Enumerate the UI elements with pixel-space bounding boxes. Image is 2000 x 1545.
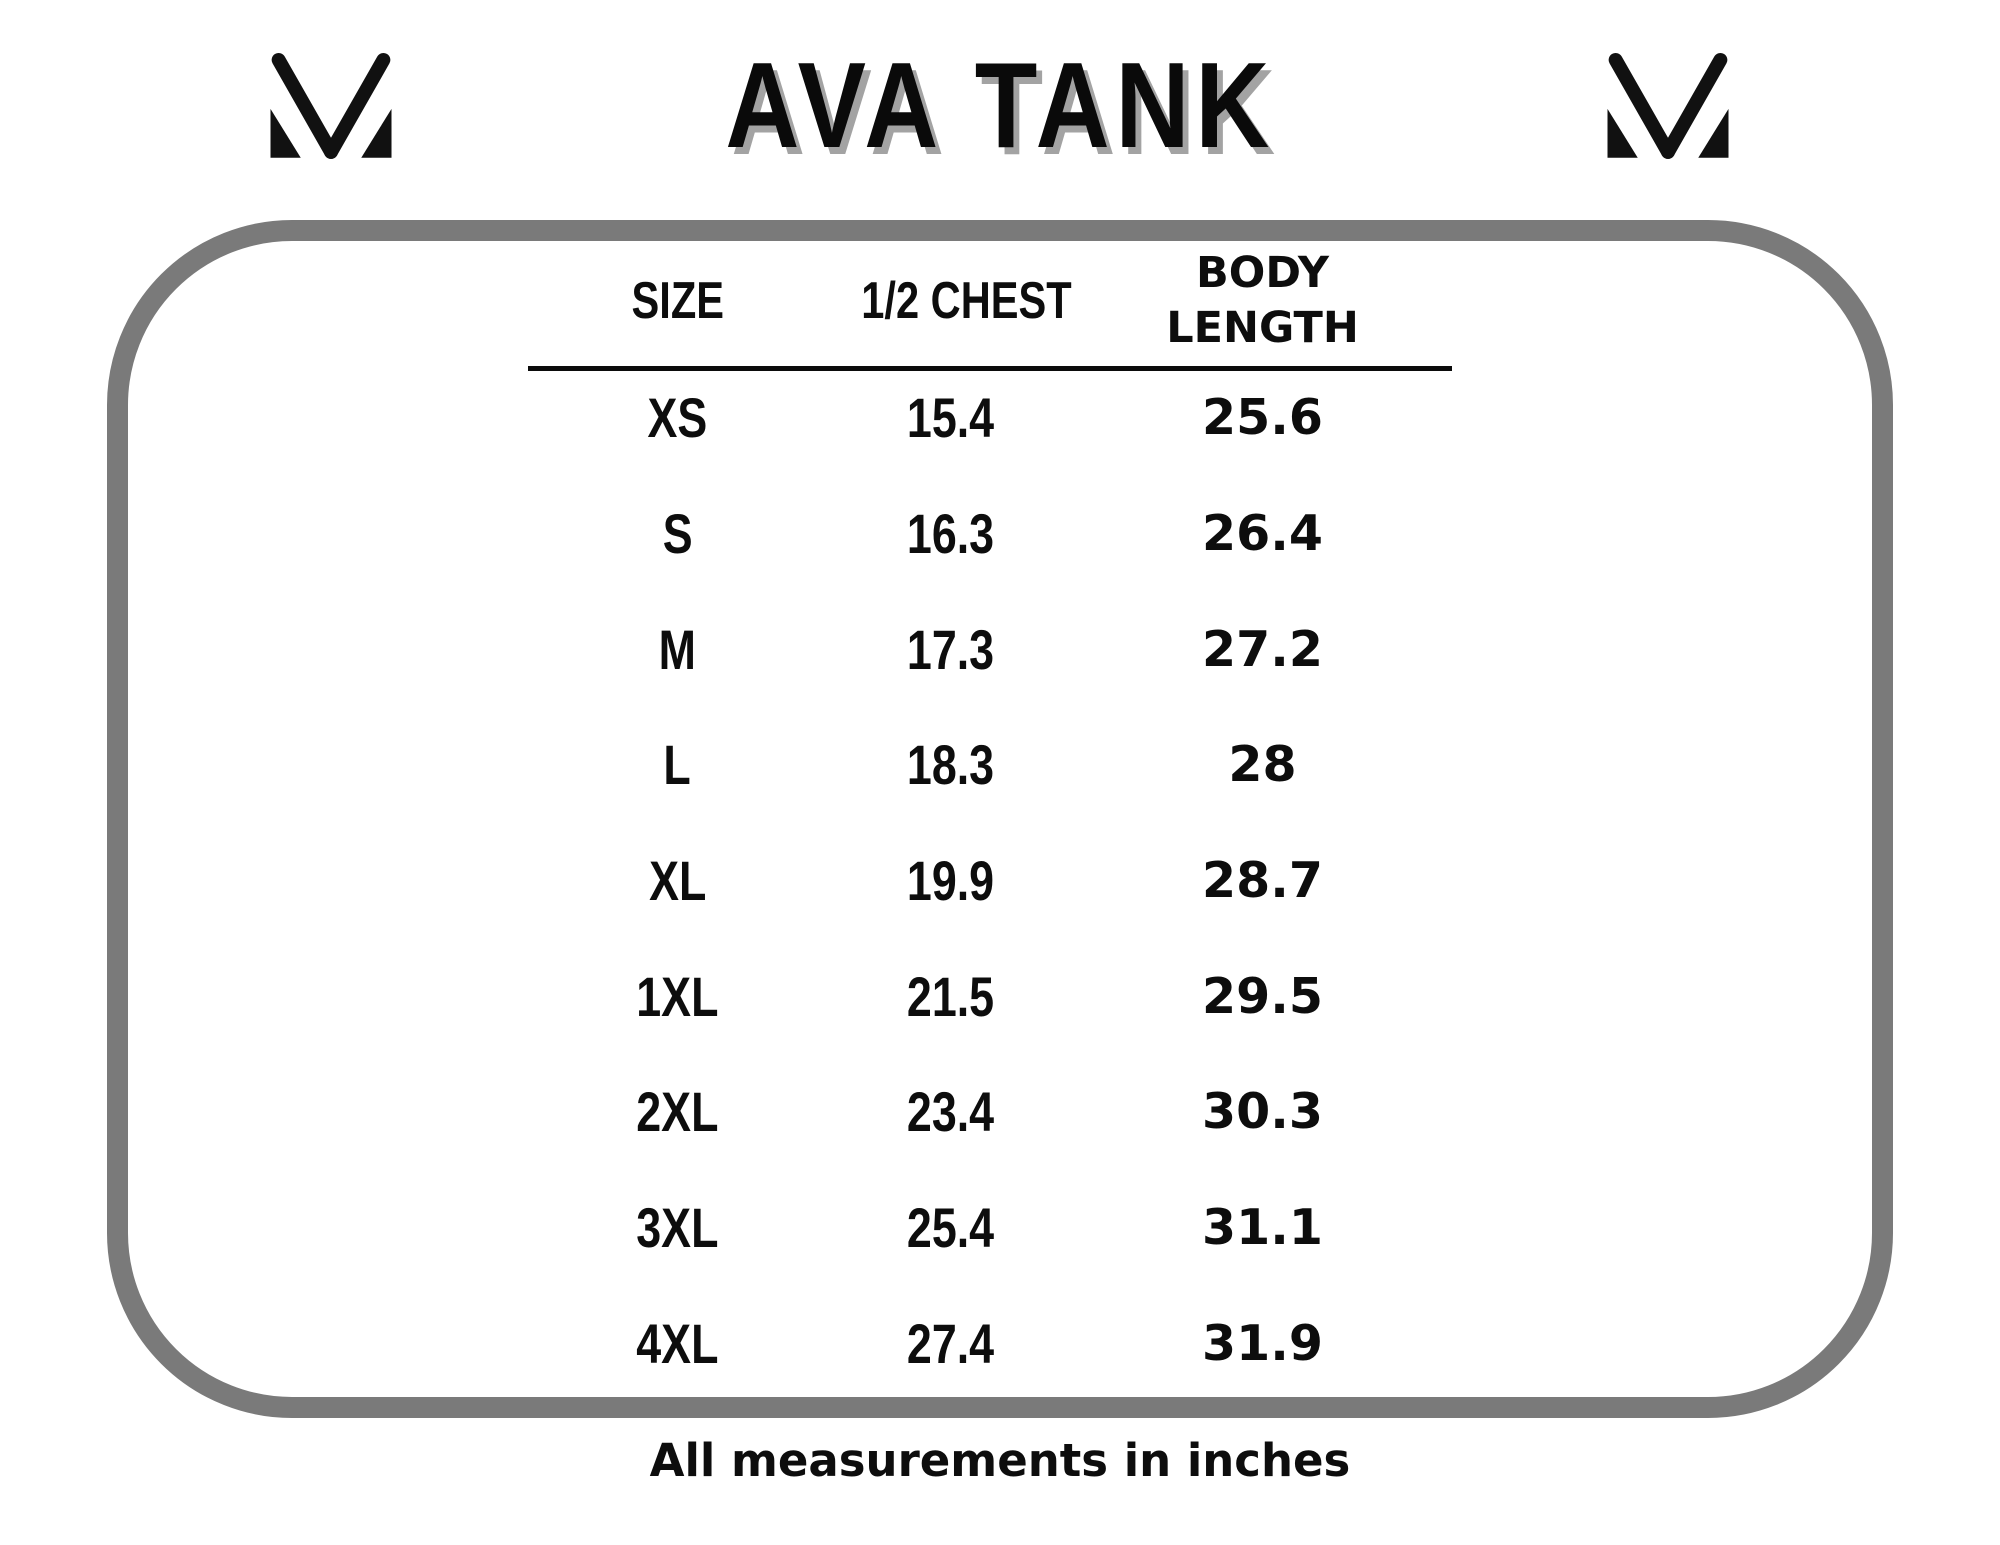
half-chest-cell: 15.4 xyxy=(906,386,994,450)
table-header-row: SIZE 1/2 CHEST BODY LENGTH xyxy=(520,240,1460,362)
size-cell: L xyxy=(663,733,692,797)
measurements-note: All measurements in inches xyxy=(649,1434,1351,1487)
body-length-cell: 26.4 xyxy=(1202,505,1323,563)
body-length-cell: 31.1 xyxy=(1202,1199,1323,1257)
half-chest-cell: 27.4 xyxy=(906,1311,994,1375)
column-header-body-length: BODY LENGTH xyxy=(1166,247,1359,353)
body-length-cell: 25.6 xyxy=(1202,389,1323,447)
column-header-half-chest: 1/2 CHEST xyxy=(861,271,1072,330)
half-chest-cell: 21.5 xyxy=(906,964,994,1028)
half-chest-cell: 25.4 xyxy=(906,1196,994,1260)
size-cell: XL xyxy=(648,849,707,913)
table-row: XL 19.9 28.7 xyxy=(520,823,1460,939)
size-cell: M xyxy=(658,617,697,681)
body-length-cell: 27.2 xyxy=(1202,620,1323,678)
table-row: 3XL 25.4 31.1 xyxy=(520,1170,1460,1286)
size-table: SIZE 1/2 CHEST BODY LENGTH XS 15.4 25.6 … xyxy=(520,240,1460,1375)
table-row: M 17.3 27.2 xyxy=(520,591,1460,707)
half-chest-cell: 17.3 xyxy=(906,617,994,681)
half-chest-cell: 23.4 xyxy=(906,1080,994,1144)
size-cell: 1XL xyxy=(636,964,719,1028)
mv-logo-icon xyxy=(267,46,395,167)
size-chart-frame xyxy=(107,220,1893,1418)
table-row: XS 15.4 25.6 xyxy=(520,360,1460,476)
size-cell: S xyxy=(662,502,693,566)
table-row: 4XL 27.4 31.9 xyxy=(520,1286,1460,1402)
header: AVA TANK xyxy=(0,40,2000,170)
mv-logo-icon xyxy=(1604,46,1732,167)
table-row: 2XL 23.4 30.3 xyxy=(520,1054,1460,1170)
half-chest-cell: 19.9 xyxy=(906,849,994,913)
size-cell: 3XL xyxy=(636,1196,719,1260)
size-cell: 4XL xyxy=(636,1311,719,1375)
header-underline xyxy=(528,366,1452,371)
table-body: XS 15.4 25.6 S 16.3 26.4 M 17.3 27.2 L 1… xyxy=(520,360,1460,1401)
body-length-cell: 28.7 xyxy=(1202,852,1323,910)
body-length-cell: 29.5 xyxy=(1202,967,1323,1025)
table-row: S 16.3 26.4 xyxy=(520,476,1460,592)
column-header-size: SIZE xyxy=(631,271,724,330)
size-cell: 2XL xyxy=(636,1080,719,1144)
half-chest-cell: 16.3 xyxy=(906,502,994,566)
table-row: 1XL 21.5 29.5 xyxy=(520,938,1460,1054)
half-chest-cell: 18.3 xyxy=(906,733,994,797)
body-length-cell: 30.3 xyxy=(1202,1083,1323,1141)
table-row: L 18.3 28 xyxy=(520,707,1460,823)
page-title: AVA TANK xyxy=(725,37,1275,173)
body-length-cell: 31.9 xyxy=(1202,1314,1323,1372)
size-cell: XS xyxy=(647,386,708,450)
body-length-cell: 28 xyxy=(1228,736,1297,794)
